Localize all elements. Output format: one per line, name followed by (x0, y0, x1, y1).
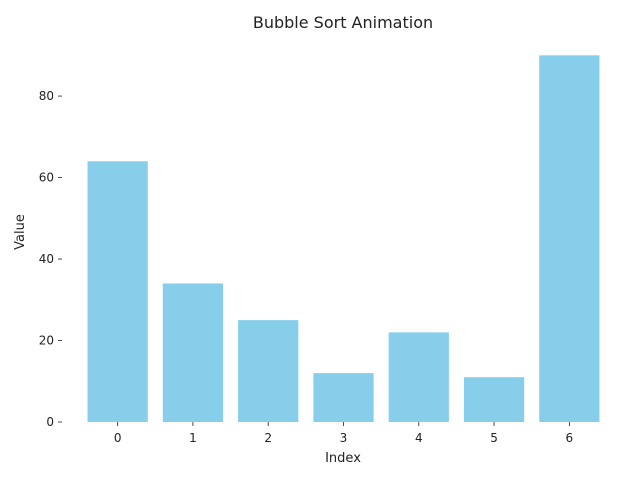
y-tick-label-80: 80 (39, 89, 54, 103)
y-tick-label-60: 60 (39, 171, 54, 185)
y-tick-label-20: 20 (39, 334, 54, 348)
bar-0 (87, 161, 148, 422)
y-ticks-layer: 0 20 40 60 80 (39, 89, 62, 429)
x-tick-label-0: 0 (114, 431, 122, 445)
x-ticks-layer: 0 1 2 3 4 5 6 (114, 422, 573, 445)
bar-6 (539, 55, 600, 422)
bar-5 (463, 377, 525, 422)
bar-2 (238, 320, 299, 422)
y-tick-label-40: 40 (39, 252, 54, 266)
x-tick-label-1: 1 (189, 431, 197, 445)
bars-layer (87, 55, 600, 422)
y-axis-label: Value (13, 214, 28, 250)
x-tick-label-2: 2 (264, 431, 272, 445)
bar-4 (388, 332, 449, 422)
bar-1 (162, 283, 224, 422)
x-axis-label: Index (325, 451, 361, 466)
x-tick-label-5: 5 (490, 431, 498, 445)
x-tick-label-3: 3 (340, 431, 348, 445)
bar-3 (313, 373, 374, 422)
chart-title: Bubble Sort Animation (253, 13, 433, 32)
x-tick-label-4: 4 (415, 431, 423, 445)
x-tick-label-6: 6 (566, 431, 574, 445)
y-tick-label-0: 0 (46, 415, 54, 429)
